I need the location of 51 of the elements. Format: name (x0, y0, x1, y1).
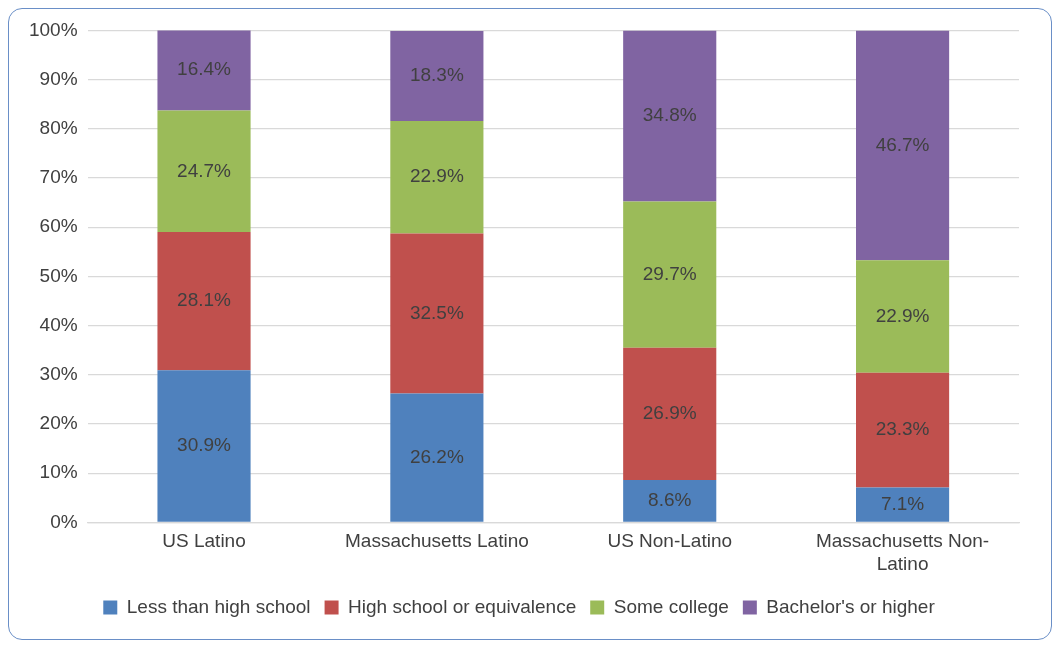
data-label: 7.1% (880, 492, 925, 514)
y-tick-label: 30% (39, 363, 78, 385)
data-label: 23.3% (875, 418, 930, 440)
y-tick-label: 0% (50, 510, 78, 532)
x-tick-label: Massachusetts Latino (344, 530, 529, 552)
bar (390, 393, 484, 522)
data-label: 8.6% (648, 489, 692, 511)
bar (856, 487, 950, 522)
bar (157, 30, 251, 111)
x-tick-label: US Non-Latino (607, 530, 733, 552)
data-label: 18.3% (409, 64, 464, 86)
data-label: 30.9% (177, 434, 232, 456)
data-label: 16.4% (177, 58, 232, 80)
legend-label: Some college (613, 595, 729, 617)
bar (623, 347, 717, 481)
legend-label: Bachelor's or higher (766, 595, 936, 617)
bar (157, 370, 251, 522)
bar (856, 260, 950, 373)
y-tick-label: 60% (39, 215, 78, 237)
bar (856, 30, 950, 261)
data-label: 22.9% (875, 304, 930, 326)
x-tick-label: Massachusetts Non-Latino (815, 530, 990, 574)
bar (623, 201, 717, 348)
x-tick-label: US Latino (162, 530, 246, 552)
legend-label: High school or equivalence (348, 595, 577, 617)
bar (390, 233, 484, 394)
data-label: 29.7% (642, 262, 697, 284)
bar (157, 110, 251, 233)
data-label: 34.8% (642, 104, 697, 126)
bar (157, 232, 251, 371)
data-label: 46.7% (875, 133, 930, 155)
y-tick-label: 100% (28, 18, 78, 40)
data-label: 22.9% (409, 165, 464, 187)
data-label: 28.1% (177, 289, 232, 311)
y-tick-label: 40% (39, 313, 78, 335)
data-label: 32.5% (409, 301, 464, 323)
bar (856, 372, 950, 488)
y-tick-label: 80% (39, 117, 78, 139)
y-tick-label: 50% (39, 264, 78, 286)
data-label: 24.7% (177, 159, 232, 181)
y-tick-label: 70% (39, 166, 78, 188)
bar (390, 30, 484, 121)
y-tick-label: 10% (39, 461, 78, 483)
data-label: 26.9% (642, 402, 697, 424)
bar (623, 480, 717, 522)
legend-label: Less than high school (126, 595, 311, 617)
y-tick-label: 20% (39, 412, 78, 434)
data-label: 26.2% (409, 445, 464, 467)
y-tick-label: 90% (39, 67, 78, 89)
bar (623, 30, 717, 202)
bar (390, 120, 484, 234)
